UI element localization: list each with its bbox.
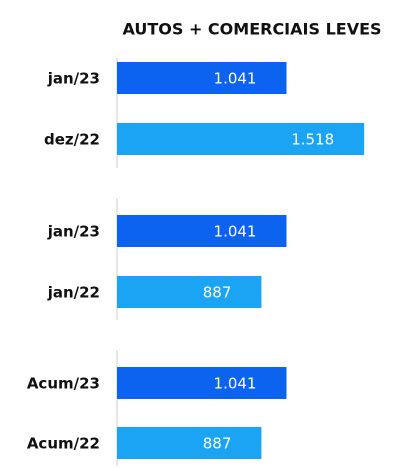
bar (117, 62, 287, 94)
value-label: 1.518 (291, 131, 334, 149)
value-label: 1.041 (214, 70, 257, 88)
value-label: 887 (203, 435, 232, 453)
y-tick-label: jan/22 (47, 284, 100, 302)
bar (117, 427, 262, 459)
y-tick-label: Acum/22 (27, 435, 100, 453)
y-tick-label: jan/23 (47, 223, 100, 241)
bar (117, 276, 262, 308)
bar (117, 215, 287, 247)
y-tick-label: Acum/23 (27, 375, 100, 393)
y-tick-label: jan/23 (47, 70, 100, 88)
y-tick-label: dez/22 (44, 131, 100, 149)
value-label: 1.041 (214, 223, 257, 241)
value-label: 887 (203, 284, 232, 302)
bar (117, 367, 287, 399)
value-label: 1.041 (214, 375, 257, 393)
chart-title: AUTOS + COMERCIAIS LEVES (122, 20, 381, 39)
bar (117, 123, 365, 155)
